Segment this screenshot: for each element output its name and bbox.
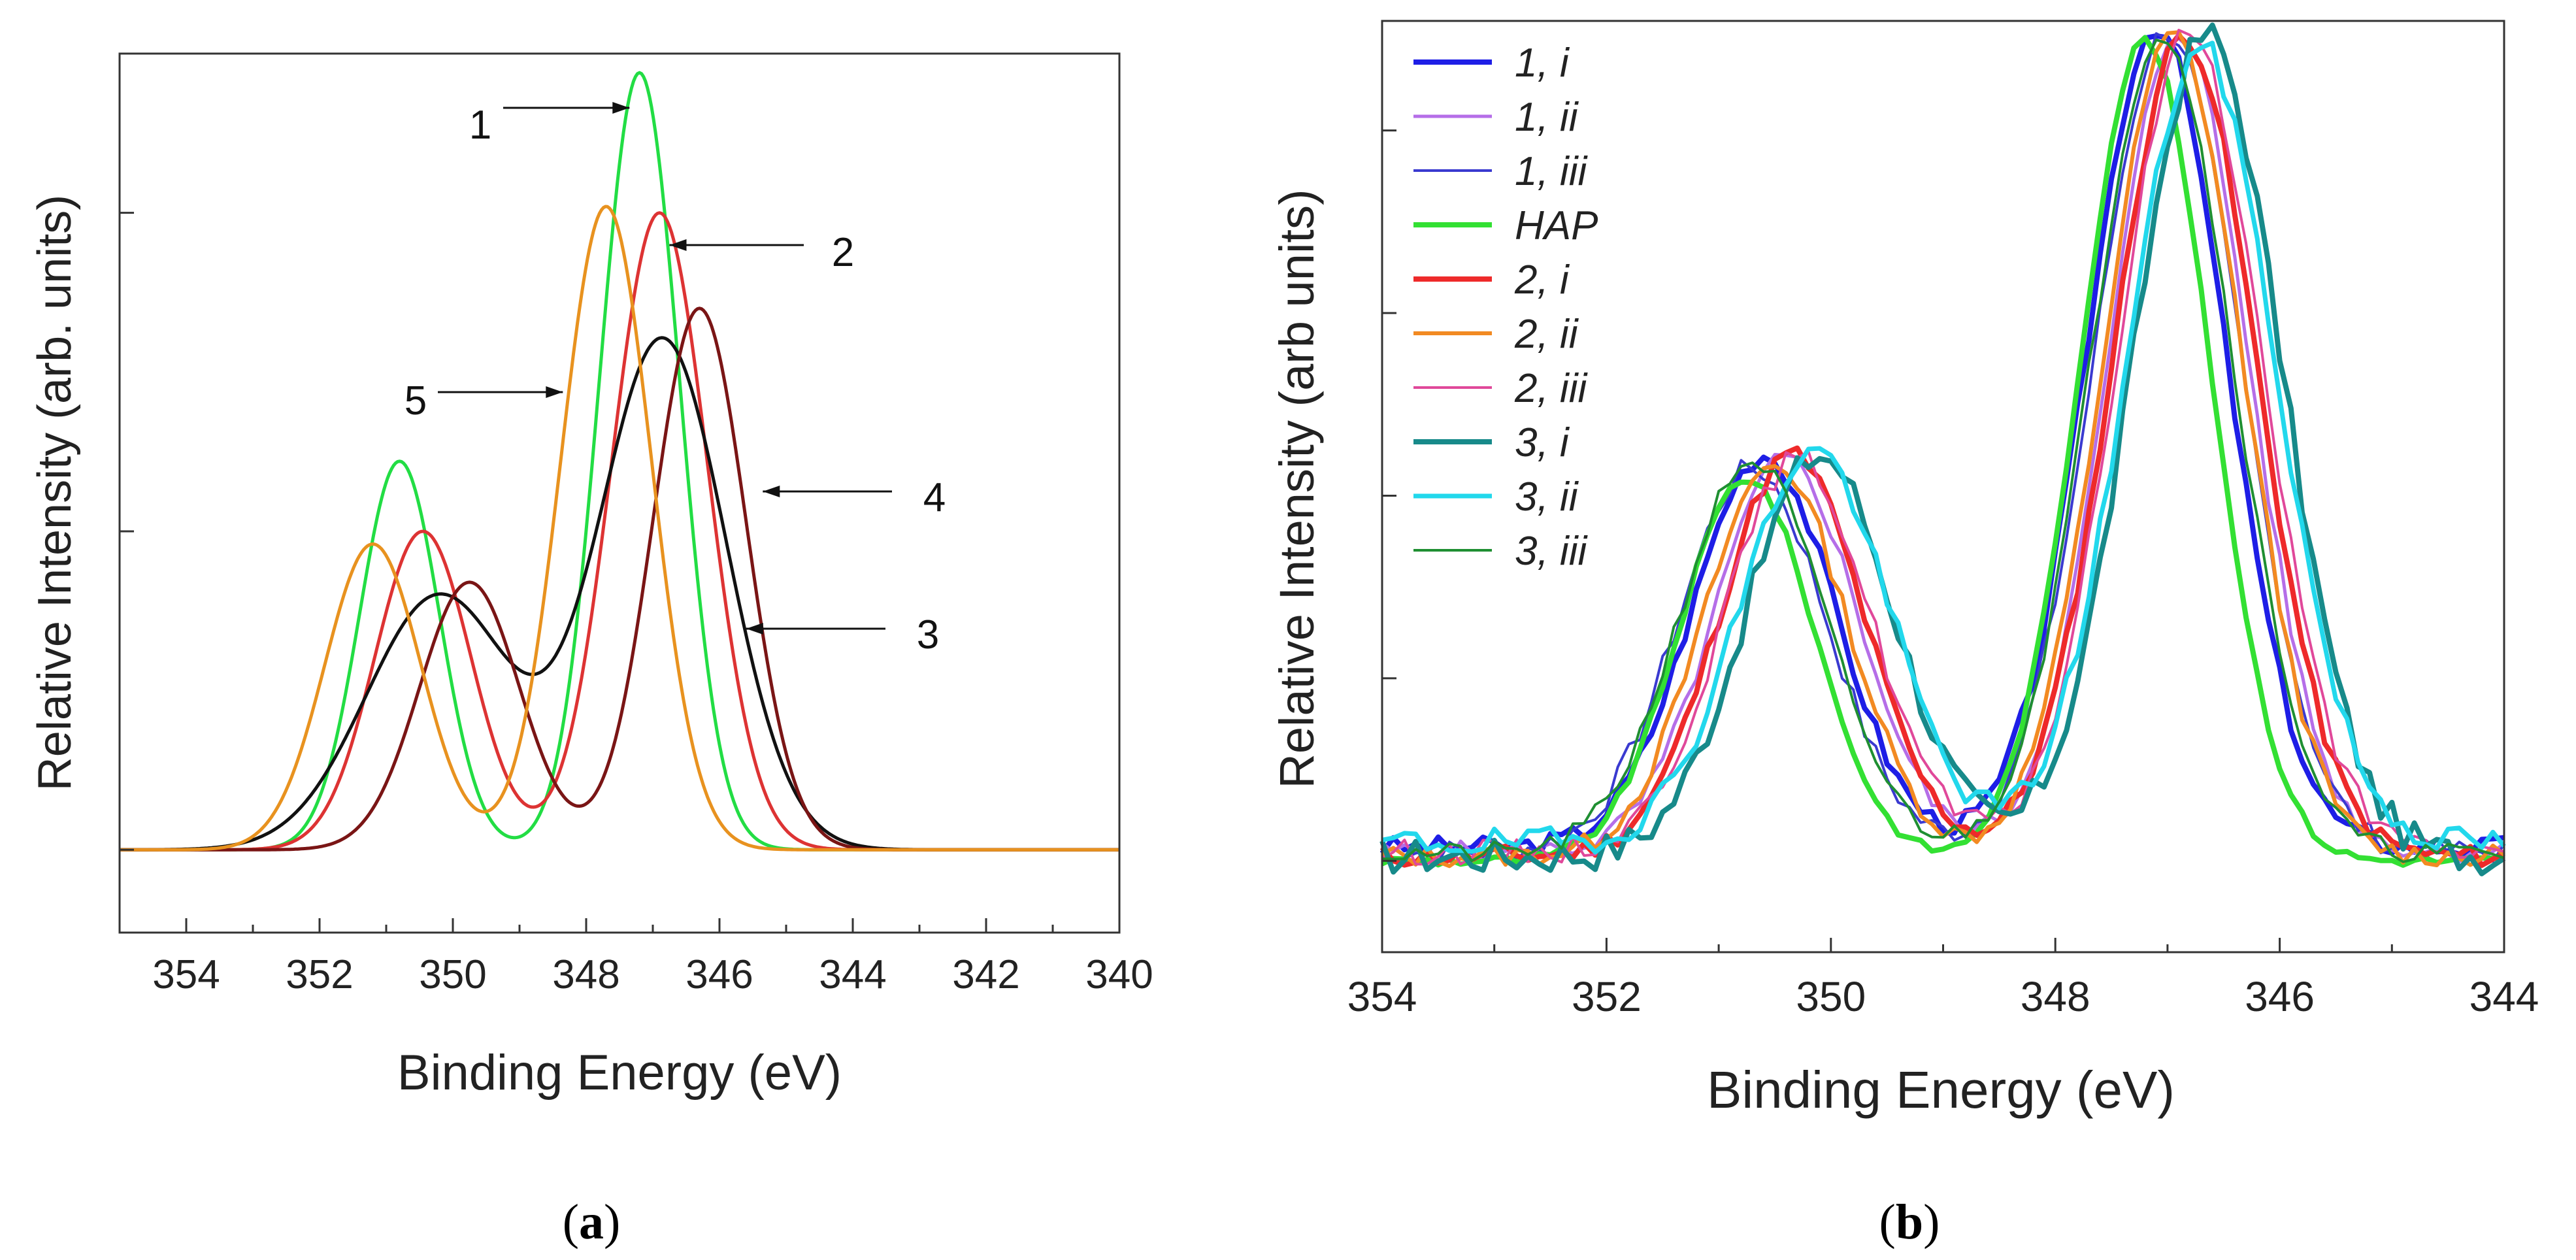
panel-a-xlabel: Binding Energy (eV) bbox=[397, 1045, 842, 1101]
panel-a-annotation-arrowhead bbox=[746, 623, 763, 635]
panel-b-legend-label: 3, iii bbox=[1515, 529, 1588, 574]
panel-a-annotation-label: 2 bbox=[832, 230, 854, 275]
panel-b-xtick-label: 350 bbox=[1796, 973, 1866, 1020]
panel-b-series-3-iii-line bbox=[1381, 39, 2505, 863]
panel-a-xtick-label: 346 bbox=[685, 952, 753, 997]
panel-b-caption-letter: b bbox=[1896, 1195, 1923, 1250]
panel-a-xtick-label: 348 bbox=[552, 952, 619, 997]
panel-b-chart: 354 352 350 348 346 344 1, i 1, ii 1, iii HAP 2, … bbox=[1270, 20, 2539, 1250]
panel-a-xtick-label: 340 bbox=[1085, 952, 1153, 997]
panel-a-series-group bbox=[120, 71, 1119, 852]
panel-a-ylabel: Relative Intensity (arb. units) bbox=[29, 195, 81, 791]
panel-a-series-1-line bbox=[120, 71, 1119, 852]
panel-b-series-3-i-line bbox=[1379, 22, 2506, 876]
panel-a-annotation-label: 4 bbox=[923, 475, 946, 520]
panel-b-legend-label: 2, iii bbox=[1514, 366, 1588, 411]
panel-a-series-5-line bbox=[120, 205, 1119, 852]
panel-a-annotation-arrowhead bbox=[669, 239, 687, 251]
panel-a-caption-open: ( bbox=[563, 1195, 579, 1250]
panel-a-annotation-arrowhead bbox=[763, 486, 780, 497]
svg-text:(b): (b) bbox=[1879, 1195, 1940, 1250]
panel-a-caption: (a) bbox=[563, 1195, 621, 1250]
panel-b-xlabel: Binding Energy (eV) bbox=[1707, 1061, 2175, 1119]
panel-b-xtick-label: 354 bbox=[1347, 973, 1417, 1020]
panel-a-annotation-label: 1 bbox=[469, 103, 491, 148]
panel-b-legend: 1, i 1, ii 1, iii HAP 2, i 2, ii 2, iii 3, i 3, … bbox=[1413, 41, 1598, 574]
panel-b-legend-label: 3, ii bbox=[1515, 474, 1579, 520]
panel-b-legend-label: 2, ii bbox=[1514, 312, 1579, 357]
panel-b-ticks: 354 352 350 348 346 344 bbox=[1347, 129, 2539, 1020]
panel-a-annotation-label: 5 bbox=[405, 378, 427, 423]
panel-a-annotation-arrowhead bbox=[546, 386, 563, 398]
panel-a-xtick-label: 354 bbox=[152, 952, 220, 997]
panel-a-ticks: 354 352 350 348 346 344 342 340 bbox=[118, 212, 1153, 997]
panel-b-series-3-ii-line bbox=[1381, 41, 2506, 855]
panel-a-xtick-label: 342 bbox=[952, 952, 1019, 997]
panel-b-xtick-label: 346 bbox=[2245, 973, 2315, 1020]
panel-a-annotation-label: 3 bbox=[917, 612, 939, 657]
panel-b-legend-label: HAP bbox=[1515, 203, 1598, 248]
panel-a-chart: 354 352 350 348 346 344 342 340 1 2 5 4 3 Binding E… bbox=[29, 52, 1153, 1250]
panel-a-xtick-label: 350 bbox=[419, 952, 486, 997]
panel-a-xtick-label: 344 bbox=[819, 952, 886, 997]
panel-a-annotations: 1 2 5 4 3 bbox=[405, 102, 946, 657]
panel-b-xtick-label: 344 bbox=[2469, 973, 2539, 1020]
panel-b-legend-label: 1, iii bbox=[1515, 149, 1588, 194]
panel-b-series-2-iii-line bbox=[1381, 29, 2505, 866]
panel-b-caption-close: ) bbox=[1923, 1195, 1940, 1250]
panel-a-plot-frame bbox=[118, 52, 1121, 934]
panel-b-ylabel: Relative Intensity (arb units) bbox=[1270, 189, 1324, 788]
panel-a-series-2-line bbox=[120, 211, 1119, 852]
panel-a-xtick-label: 352 bbox=[286, 952, 353, 997]
panel-b-xtick-label: 352 bbox=[1572, 973, 1642, 1020]
panel-a-caption-letter: a bbox=[579, 1195, 604, 1250]
panel-b-legend-label: 2, i bbox=[1514, 257, 1570, 303]
panel-b-legend-label: 1, ii bbox=[1515, 95, 1579, 140]
panel-b-caption-open: ( bbox=[1879, 1195, 1896, 1250]
panel-b-legend-label: 1, i bbox=[1515, 41, 1570, 86]
panel-b-caption: (b) bbox=[1879, 1195, 1940, 1250]
panel-a-caption-close: ) bbox=[604, 1195, 620, 1250]
panel-b-series-1-iii-line bbox=[1381, 32, 2505, 864]
panel-a-series-3-line bbox=[120, 336, 1119, 852]
panel-a-annotation-arrowhead bbox=[612, 102, 630, 114]
panel-b-series-group bbox=[1379, 22, 2506, 876]
svg-text:(a): (a) bbox=[563, 1195, 621, 1250]
panel-b-xtick-label: 348 bbox=[2021, 973, 2090, 1020]
panel-b-legend-label: 3, i bbox=[1515, 420, 1570, 465]
